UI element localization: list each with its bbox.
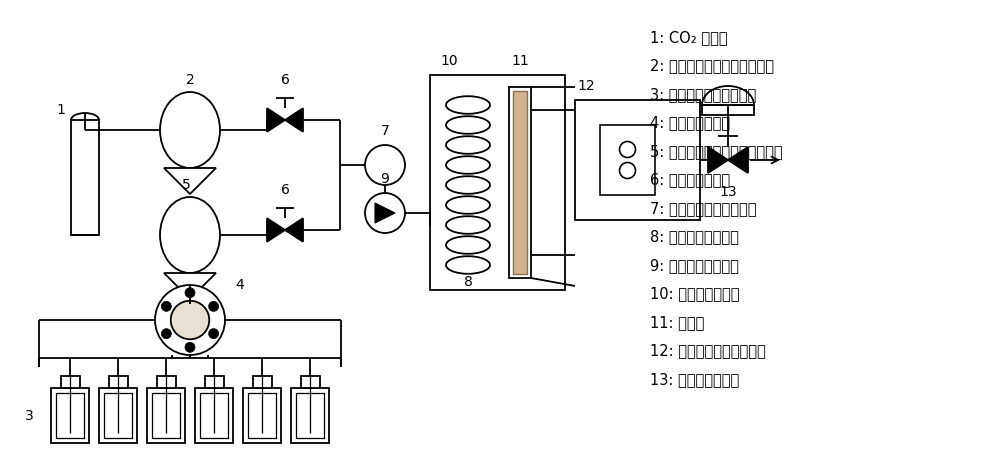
Ellipse shape	[446, 256, 490, 274]
Polygon shape	[708, 147, 728, 173]
Bar	[509, 87, 531, 278]
Circle shape	[171, 301, 209, 339]
Text: 1: CO₂ ボンベ: 1: CO₂ ボンベ	[650, 30, 728, 45]
Text: 1: 1	[57, 103, 65, 117]
Polygon shape	[164, 168, 216, 194]
Text: 8: プレヒートコイル: 8: プレヒートコイル	[650, 229, 739, 245]
Ellipse shape	[446, 96, 490, 114]
Bar	[243, 388, 281, 443]
Text: 13: 13	[719, 185, 737, 199]
Circle shape	[209, 301, 219, 311]
Bar	[195, 388, 233, 443]
Bar	[300, 376, 320, 388]
Bar	[108, 376, 128, 388]
Text: 7: ダイナミックミキサー: 7: ダイナミックミキサー	[650, 201, 757, 216]
Bar	[291, 388, 329, 443]
Ellipse shape	[160, 197, 220, 273]
Text: 5: 5	[182, 178, 190, 192]
Text: 4: 4	[235, 278, 244, 292]
Text: 7: 7	[381, 124, 389, 138]
Bar	[248, 393, 276, 438]
Text: 3: 3	[25, 408, 33, 422]
Ellipse shape	[446, 156, 490, 174]
Text: 12: 紫外可視吸光度検出器: 12: 紫外可視吸光度検出器	[650, 343, 766, 359]
Text: 8: 8	[464, 275, 472, 289]
Polygon shape	[375, 203, 395, 223]
Text: 6: 6	[281, 183, 289, 197]
Bar	[156, 376, 176, 388]
Text: 4: 溶媒切換バルブ: 4: 溶媒切換バルブ	[650, 115, 730, 131]
Bar	[104, 393, 132, 438]
Ellipse shape	[446, 116, 490, 134]
Ellipse shape	[446, 136, 490, 154]
Bar	[147, 388, 185, 443]
Circle shape	[155, 285, 225, 355]
Ellipse shape	[446, 176, 490, 194]
Text: 13: 自動圧力調整弁: 13: 自動圧力調整弁	[650, 372, 739, 387]
Bar	[152, 393, 180, 438]
Circle shape	[620, 162, 636, 179]
Text: 11: カラム: 11: カラム	[650, 315, 704, 330]
Text: 10: 10	[440, 54, 458, 68]
Bar	[575, 100, 700, 220]
Text: 3: モディファイアー溶媒: 3: モディファイアー溶媒	[650, 87, 756, 102]
Polygon shape	[728, 147, 748, 173]
Text: 2: 2	[186, 73, 194, 87]
Bar	[71, 120, 99, 235]
Ellipse shape	[446, 236, 490, 254]
Polygon shape	[267, 218, 285, 242]
Circle shape	[365, 145, 405, 185]
Circle shape	[185, 288, 195, 298]
Bar	[296, 393, 324, 438]
Bar	[702, 105, 754, 115]
Text: 6: 6	[281, 73, 289, 87]
Bar	[99, 388, 137, 443]
Text: 5: モディファイアー送液ポンプ: 5: モディファイアー送液ポンプ	[650, 144, 783, 159]
Bar	[600, 125, 655, 195]
Bar	[252, 376, 272, 388]
Bar	[430, 75, 565, 290]
Bar	[51, 388, 89, 443]
Polygon shape	[285, 108, 303, 132]
Circle shape	[185, 342, 195, 352]
Bar	[56, 393, 84, 438]
Text: 11: 11	[511, 54, 529, 68]
Text: 2: 液化二酸化炭素送液ポンプ: 2: 液化二酸化炭素送液ポンプ	[650, 58, 774, 74]
Bar	[60, 376, 80, 388]
Ellipse shape	[446, 216, 490, 234]
Polygon shape	[164, 273, 216, 299]
Text: 10: カラムオーブン: 10: カラムオーブン	[650, 286, 740, 302]
Text: 6: ストップバルブ: 6: ストップバルブ	[650, 172, 730, 188]
Ellipse shape	[160, 92, 220, 168]
Text: 9: オートサンプラー: 9: オートサンプラー	[650, 258, 739, 273]
Circle shape	[365, 193, 405, 233]
Circle shape	[209, 329, 219, 339]
Circle shape	[620, 142, 636, 158]
Circle shape	[161, 301, 171, 311]
Polygon shape	[267, 108, 285, 132]
Text: 12: 12	[577, 79, 595, 93]
Bar	[205, 376, 224, 388]
Bar	[200, 393, 228, 438]
Text: 9: 9	[381, 172, 389, 186]
Bar	[513, 91, 527, 274]
Polygon shape	[285, 218, 303, 242]
Circle shape	[161, 329, 171, 339]
Ellipse shape	[446, 196, 490, 214]
